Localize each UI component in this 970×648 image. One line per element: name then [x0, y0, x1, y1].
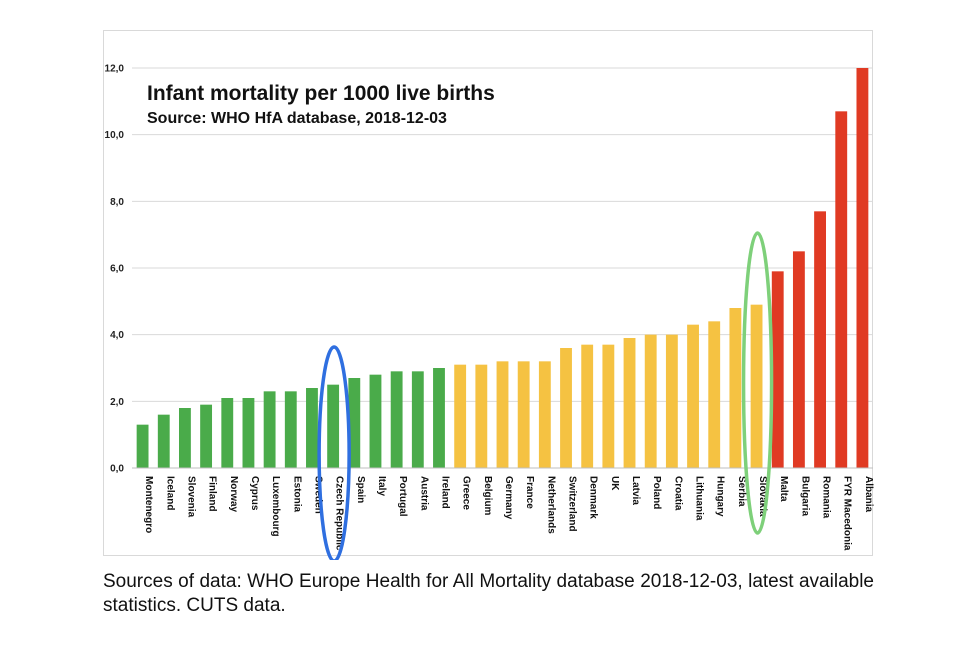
- x-tick-label: Slovenia: [185, 476, 196, 518]
- bar: [179, 408, 191, 468]
- y-tick-label: 10,0: [105, 130, 125, 141]
- x-tick-label: Iceland: [164, 476, 175, 510]
- y-tick-label: 2,0: [110, 397, 124, 408]
- x-tick-label: UK: [609, 476, 620, 491]
- x-tick-label: Hungary: [715, 476, 726, 517]
- x-tick-label: Cyprus: [249, 476, 260, 511]
- bar: [327, 384, 340, 468]
- x-tick-label: Denmark: [588, 476, 599, 519]
- x-tick-label: Norway: [228, 476, 239, 513]
- x-tick-label: Sweden: [312, 476, 323, 514]
- bar: [200, 404, 213, 468]
- bar: [433, 368, 445, 468]
- bar: [750, 304, 763, 468]
- bar: [708, 321, 721, 468]
- highlight-ellipse: [741, 231, 774, 535]
- x-tick-label: Montenegro: [143, 476, 154, 533]
- y-tick-label: 0,0: [110, 464, 124, 475]
- bar: [835, 111, 848, 468]
- source-caption: Sources of data: WHO Europe Health for A…: [103, 571, 874, 616]
- highlight-ellipse: [317, 345, 351, 560]
- chart-title: Infant mortality per 1000 live births: [147, 82, 495, 105]
- bar: [517, 361, 530, 468]
- x-tick-label: Austria: [418, 476, 429, 511]
- x-tick-label: Latvia: [630, 476, 641, 505]
- x-tick-label: Poland: [651, 476, 662, 509]
- x-tick-label: Portugal: [397, 476, 408, 517]
- x-tick-label: Czech Republic: [334, 476, 345, 551]
- bar-chart: 0,0 2,0 4,0 6,0 8,0 10,0 12,0 Montenegro Iceland…: [105, 64, 874, 560]
- bar: [411, 371, 424, 468]
- bar: [369, 374, 382, 468]
- x-tick-label: France: [524, 476, 535, 509]
- bar: [687, 324, 699, 468]
- x-tick-label: Germany: [503, 476, 514, 520]
- x-tick-label: Spain: [355, 476, 366, 503]
- bar: [242, 398, 255, 468]
- x-tick-label: Netherlands: [545, 476, 556, 534]
- bar: [581, 344, 594, 468]
- bar: [792, 251, 805, 468]
- x-tick-label: Lithuania: [694, 476, 705, 521]
- x-tick-label: Bulgaria: [799, 476, 810, 516]
- x-tick-label: Greece: [461, 476, 472, 510]
- bar: [560, 348, 572, 468]
- x-tick-label: Luxembourg: [270, 476, 281, 537]
- x-tick-label: Belgium: [482, 476, 493, 516]
- y-tick-label: 6,0: [110, 264, 124, 275]
- y-tick-label: 12,0: [105, 64, 125, 75]
- chart-subtitle: Source: WHO HfA database, 2018-12-03: [147, 110, 447, 127]
- bar: [771, 271, 784, 468]
- x-tick-label: Croatia: [672, 476, 683, 511]
- bar: [729, 308, 742, 468]
- chart-frame: [103, 30, 873, 556]
- x-tick-label: Switzerland: [567, 476, 578, 532]
- x-tick-label: FYR Macedonia: [842, 476, 853, 551]
- bar: [348, 378, 361, 468]
- x-tick-label: Finland: [207, 476, 218, 512]
- bar: [814, 211, 826, 469]
- bar: [644, 334, 657, 468]
- x-tick-label: Italy: [376, 476, 387, 496]
- bar: [284, 391, 297, 468]
- bar: [856, 68, 869, 468]
- x-tick-label: Malta: [778, 476, 789, 502]
- bar: [263, 391, 276, 468]
- bar: [538, 361, 551, 468]
- x-tick-label: Serbia: [736, 476, 747, 507]
- bar: [623, 338, 636, 468]
- x-tick-label: Estonia: [291, 476, 302, 513]
- bar: [136, 424, 149, 468]
- bar: [454, 364, 467, 468]
- x-tick-label: Ireland: [439, 476, 450, 509]
- bar: [221, 398, 234, 468]
- bar: [390, 371, 403, 468]
- bar: [306, 388, 318, 468]
- bar: [157, 414, 170, 468]
- y-tick-label: 8,0: [110, 197, 124, 208]
- bar: [475, 364, 488, 468]
- bar: [665, 334, 678, 468]
- x-tick-label: Albania: [863, 476, 874, 513]
- bar: [602, 344, 615, 468]
- x-tick-label: Romania: [821, 476, 832, 519]
- bar: [496, 361, 509, 468]
- x-tick-label: Slovakia: [757, 476, 768, 517]
- y-tick-label: 4,0: [110, 330, 124, 341]
